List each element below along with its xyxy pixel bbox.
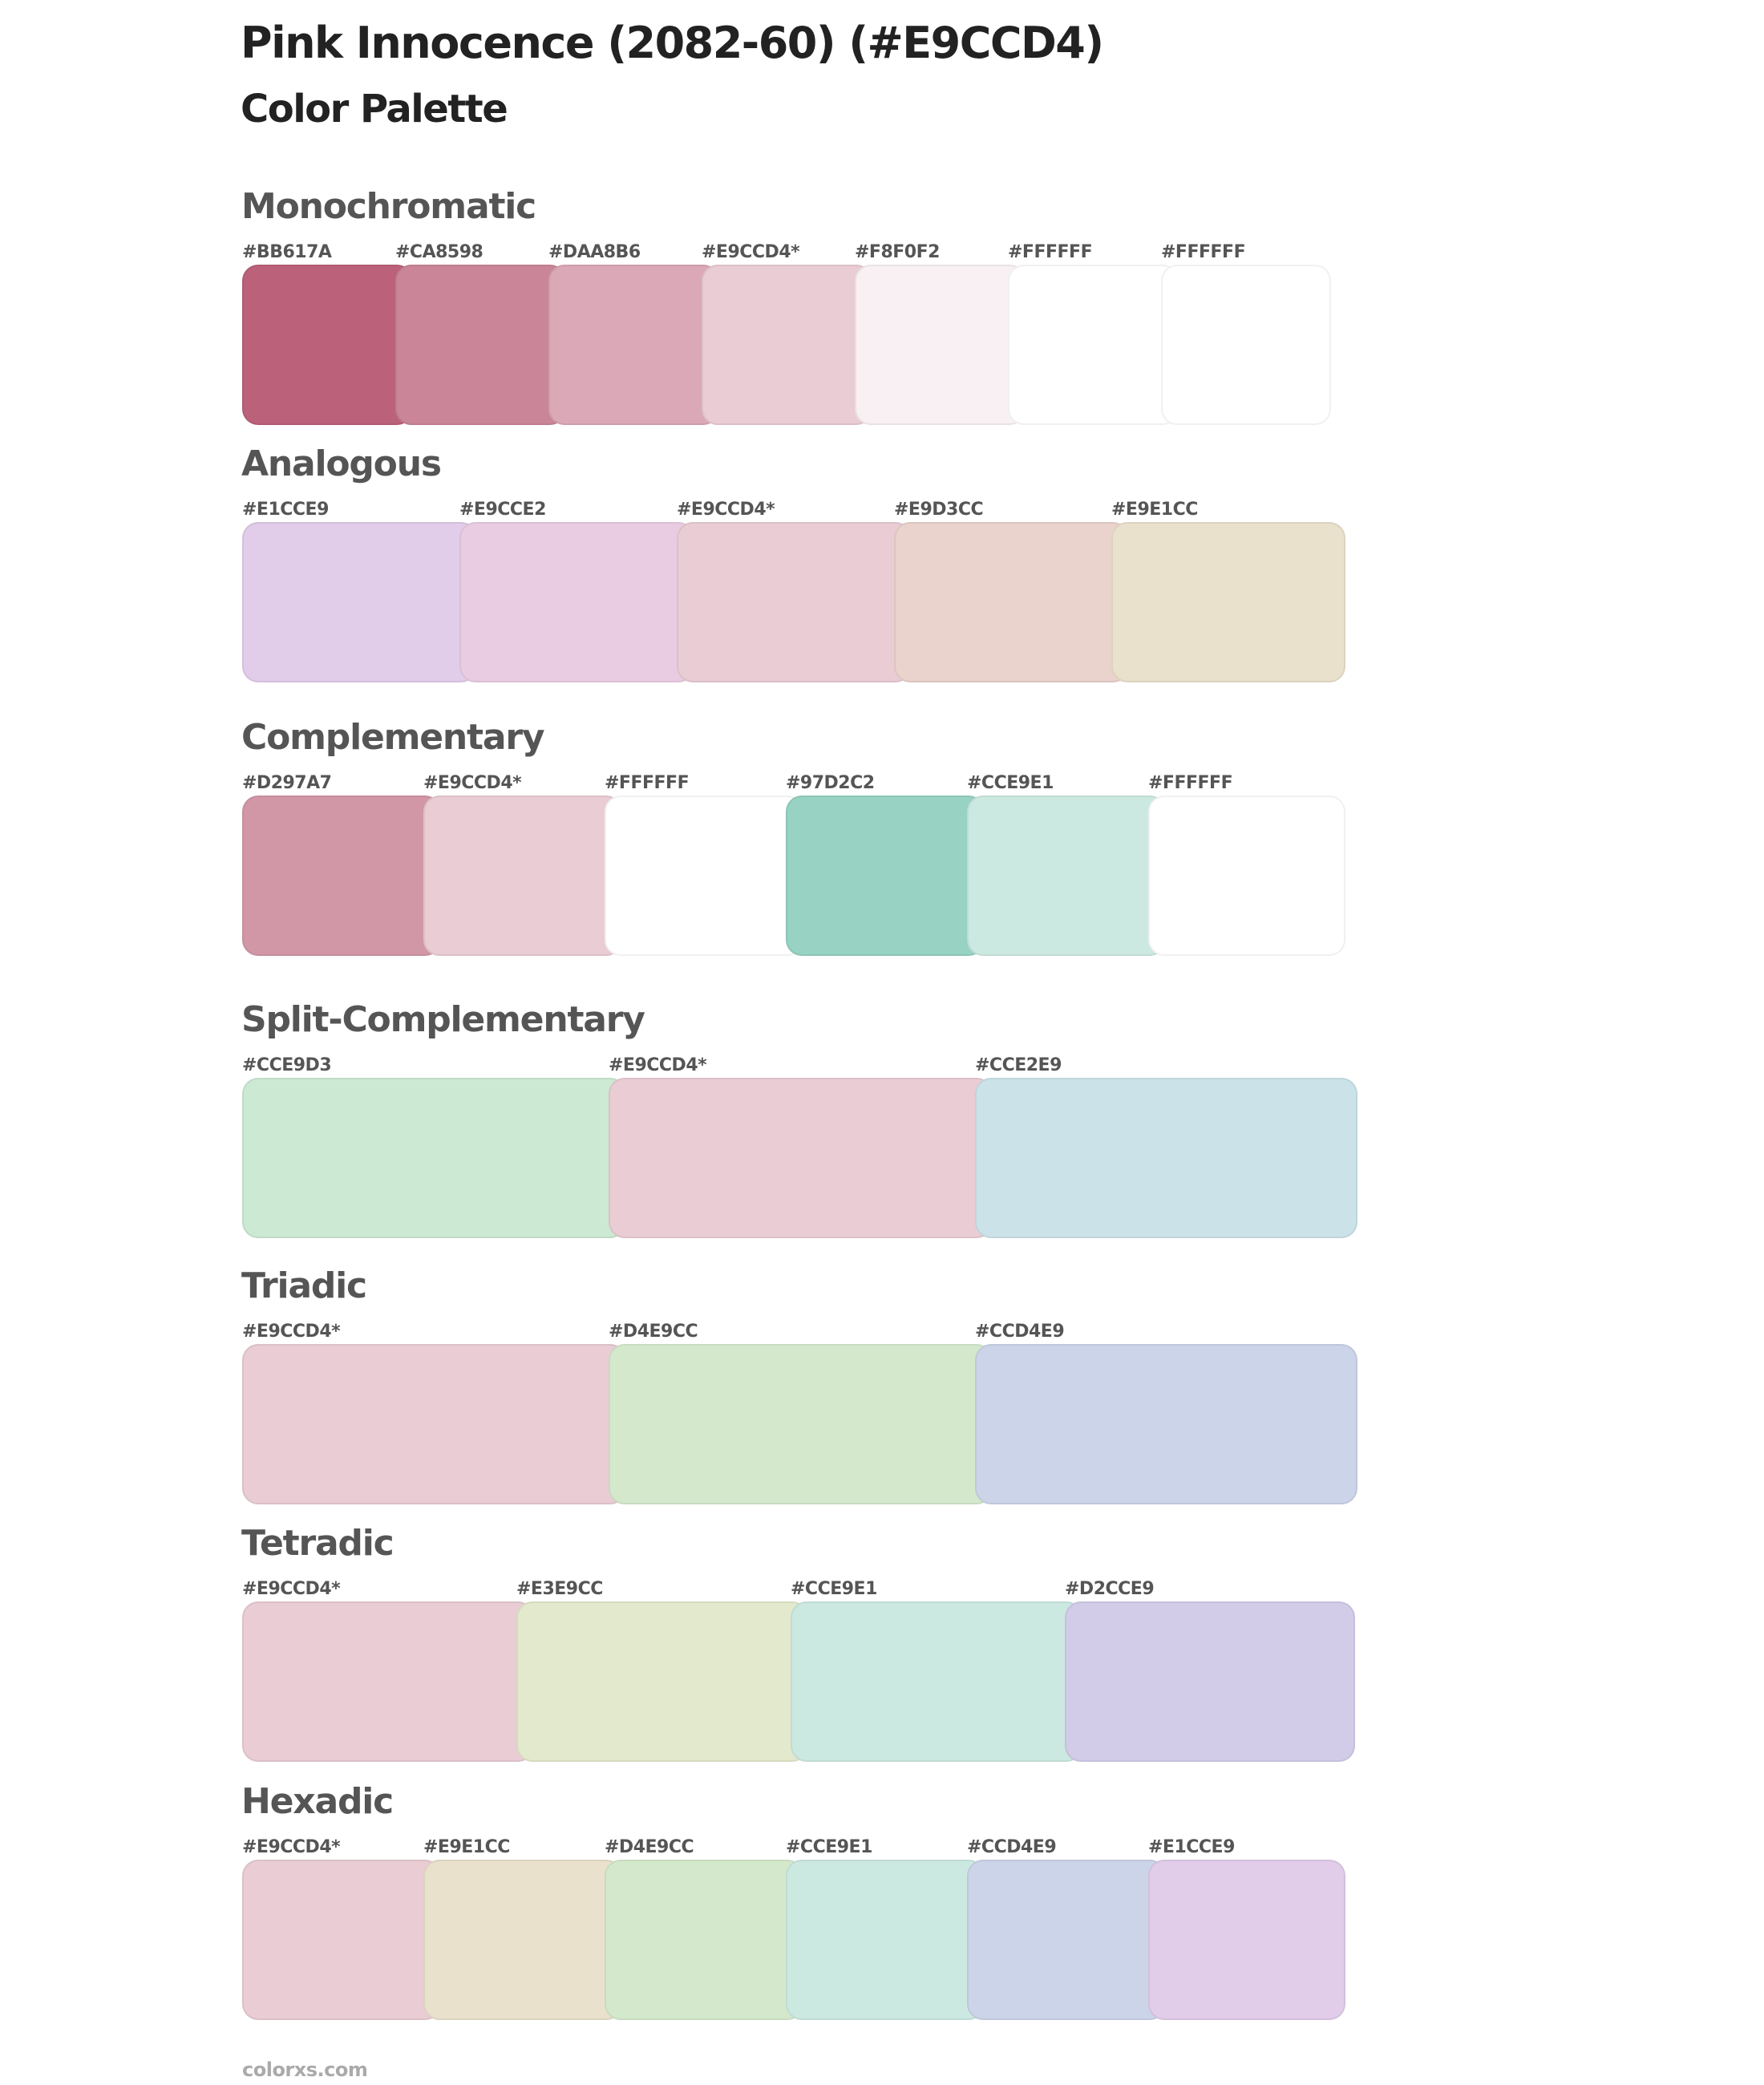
swatch-hex-label: #CCE9E1	[786, 1837, 872, 1857]
swatch-hex-label: #DAA8B6	[548, 242, 641, 262]
swatch-hex-label: #E9CCE2	[459, 500, 546, 520]
color-swatch[interactable]	[242, 1601, 534, 1762]
swatch-hex-label: #E9E1CC	[1111, 500, 1198, 520]
color-swatch[interactable]	[423, 796, 622, 956]
color-swatch[interactable]	[1111, 522, 1345, 682]
swatch-hex-label: #E9CCD4*	[702, 242, 800, 262]
swatch-hex-label: #FFFFFF	[1148, 773, 1233, 793]
color-swatch[interactable]	[609, 1344, 993, 1504]
swatch-hex-label: #D4E9CC	[609, 1322, 698, 1342]
palette-heading: Hexadic	[241, 1781, 394, 1822]
color-swatch[interactable]	[242, 796, 441, 956]
palette-heading: Complementary	[241, 717, 545, 758]
color-swatch[interactable]	[677, 522, 912, 682]
swatch-hex-label: #CCE9E1	[967, 773, 1054, 793]
color-swatch[interactable]	[395, 265, 566, 425]
color-swatch[interactable]	[967, 796, 1166, 956]
color-swatch[interactable]	[1008, 265, 1179, 425]
color-swatch[interactable]	[242, 1344, 626, 1504]
color-swatch[interactable]	[423, 1860, 622, 2020]
palette-heading: Tetradic	[241, 1523, 394, 1564]
swatch-hex-label: #E9CCD4*	[242, 1322, 341, 1342]
swatch-hex-label: #E9E1CC	[423, 1837, 510, 1857]
palette-heading: Analogous	[241, 443, 442, 484]
color-swatch[interactable]	[975, 1078, 1357, 1238]
swatch-hex-label: #E9CCD4*	[242, 1837, 341, 1857]
swatch-hex-label: #D2CCE9	[1065, 1579, 1155, 1599]
color-swatch[interactable]	[548, 265, 719, 425]
color-swatch[interactable]	[1065, 1601, 1355, 1762]
footer-site-credit: colorxs.com	[242, 2059, 368, 2081]
swatch-hex-label: #E1CCE9	[242, 500, 329, 520]
color-swatch[interactable]	[855, 265, 1026, 425]
color-swatch[interactable]	[242, 265, 413, 425]
color-swatch[interactable]	[242, 1078, 626, 1238]
swatch-hex-label: #FFFFFF	[605, 773, 690, 793]
color-swatch[interactable]	[786, 1860, 985, 2020]
color-swatch[interactable]	[609, 1078, 993, 1238]
color-swatch[interactable]	[1148, 796, 1345, 956]
swatch-hex-label: #D4E9CC	[605, 1837, 694, 1857]
page-subtitle: Color Palette	[241, 87, 508, 132]
swatch-hex-label: #FFFFFF	[1008, 242, 1093, 262]
color-swatch[interactable]	[242, 1860, 441, 2020]
color-swatch[interactable]	[975, 1344, 1357, 1504]
palette-heading: Split-Complementary	[241, 999, 645, 1040]
swatch-hex-label: #E9CCD4*	[242, 1579, 341, 1599]
swatch-hex-label: #E9CCD4*	[423, 773, 522, 793]
swatch-hex-label: #CCE9E1	[791, 1579, 877, 1599]
color-swatch[interactable]	[242, 522, 477, 682]
color-swatch[interactable]	[1161, 265, 1331, 425]
swatch-hex-label: #CCD4E9	[967, 1837, 1057, 1857]
color-swatch[interactable]	[702, 265, 872, 425]
palette-heading: Monochromatic	[241, 186, 536, 227]
color-swatch[interactable]	[605, 796, 803, 956]
swatch-hex-label: #D297A7	[242, 773, 332, 793]
color-swatch[interactable]	[516, 1601, 808, 1762]
color-swatch[interactable]	[791, 1601, 1082, 1762]
color-swatch[interactable]	[786, 796, 985, 956]
swatch-hex-label: #CCE2E9	[975, 1055, 1062, 1075]
swatch-hex-label: #E3E9CC	[516, 1579, 603, 1599]
swatch-hex-label: #BB617A	[242, 242, 332, 262]
color-swatch[interactable]	[894, 522, 1129, 682]
color-swatch[interactable]	[967, 1860, 1166, 2020]
swatch-hex-label: #E9CCD4*	[677, 500, 775, 520]
color-swatch[interactable]	[459, 522, 694, 682]
swatch-hex-label: #FFFFFF	[1161, 242, 1246, 262]
color-swatch[interactable]	[1148, 1860, 1345, 2020]
swatch-hex-label: #E9CCD4*	[609, 1055, 707, 1075]
swatch-hex-label: #CCD4E9	[975, 1322, 1065, 1342]
swatch-hex-label: #CA8598	[395, 242, 483, 262]
color-swatch[interactable]	[605, 1860, 803, 2020]
swatch-hex-label: #E1CCE9	[1148, 1837, 1235, 1857]
swatch-hex-label: #97D2C2	[786, 773, 875, 793]
swatch-hex-label: #CCE9D3	[242, 1055, 332, 1075]
swatch-hex-label: #E9D3CC	[894, 500, 984, 520]
palette-heading: Triadic	[241, 1265, 367, 1306]
page-title: Pink Innocence (2082-60) (#E9CCD4)	[241, 18, 1104, 68]
swatch-hex-label: #F8F0F2	[855, 242, 940, 262]
